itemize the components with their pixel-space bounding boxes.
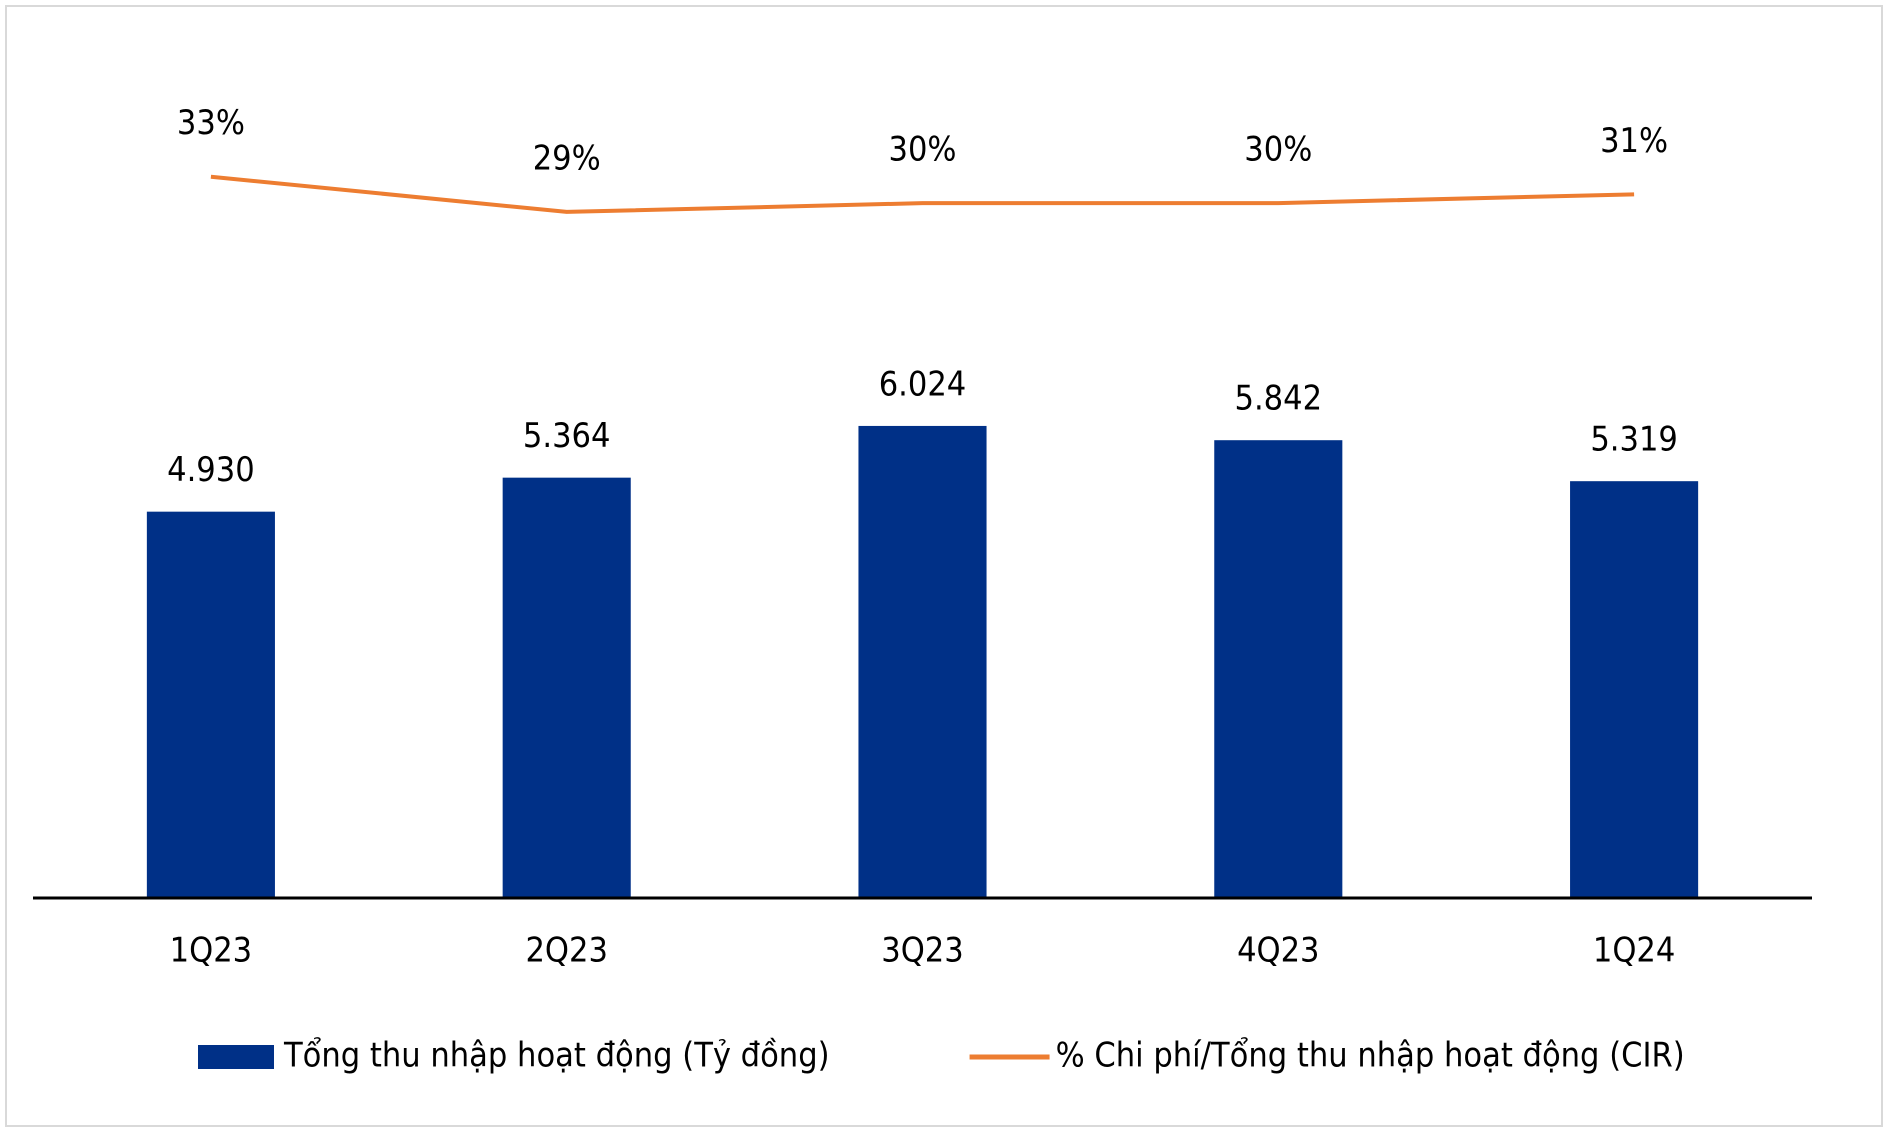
- bar: [1570, 481, 1699, 898]
- data-label: 5.842: [1235, 379, 1323, 419]
- bar: [146, 511, 275, 898]
- data-label: 5.364: [523, 416, 611, 456]
- x-tick-label: 1Q23: [170, 931, 252, 971]
- x-tick-label: 4Q23: [1237, 931, 1319, 971]
- data-label: 5.319: [1590, 420, 1678, 460]
- data-label: 30%: [1244, 130, 1312, 170]
- x-tick-label: 3Q23: [881, 931, 963, 971]
- bar: [858, 425, 987, 898]
- legend-label: % Chi phí/Tổng thu nhập hoạt động (CIR): [1056, 1036, 1685, 1076]
- legend-swatch: [198, 1045, 274, 1069]
- data-label: 30%: [889, 130, 957, 170]
- bar: [1214, 440, 1343, 898]
- data-label: 4.930: [167, 450, 255, 490]
- data-label: 31%: [1600, 121, 1668, 161]
- x-tick-label: 2Q23: [525, 931, 607, 971]
- data-label: 6.024: [879, 364, 967, 404]
- data-label: 33%: [177, 103, 245, 143]
- line: [210, 174, 1635, 214]
- x-tick-label: 1Q24: [1593, 931, 1675, 971]
- bar: [502, 477, 631, 898]
- data-label: 29%: [533, 138, 601, 178]
- legend-label: Tổng thu nhập hoạt động (Tỷ đồng): [283, 1036, 830, 1076]
